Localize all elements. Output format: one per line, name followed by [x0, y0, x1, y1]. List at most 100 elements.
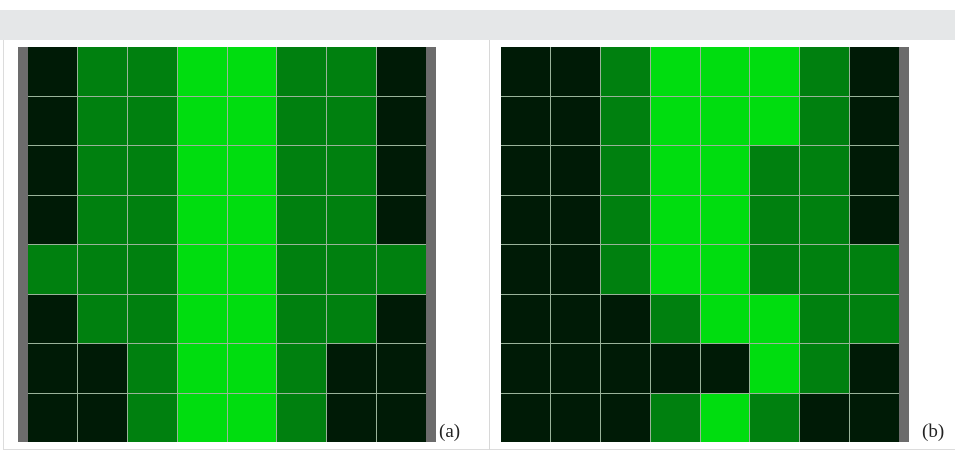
panel-b-cell-r6-c8 [850, 294, 899, 343]
panel-a-cell-r7-c6 [277, 344, 327, 393]
panel-b-cell-r1-c5 [700, 47, 750, 96]
panel-b-cell-r4-c8 [850, 195, 899, 244]
panel-a-cell-r4-c7 [327, 195, 377, 244]
panel-b-cell-r4-c4 [650, 195, 700, 244]
panel-a-cell-r4-c1 [28, 195, 77, 244]
panel-b-cell-r2-c6 [750, 96, 800, 145]
panel-a [18, 47, 439, 442]
panel-b-cell-r6-c7 [800, 294, 850, 343]
panel-b-cell-r2-c1 [501, 96, 550, 145]
panel-a-cell-r4-c3 [127, 195, 177, 244]
panel-b-cell-r1-c3 [600, 47, 650, 96]
panel-b-cell-r3-c5 [700, 146, 750, 195]
panel-a-grid [28, 47, 426, 442]
panel-b-cell-r7-c5 [700, 344, 750, 393]
panel-a-cell-r6-c6 [277, 294, 327, 343]
panel-a-cell-r7-c3 [127, 344, 177, 393]
panel-a-cell-r4-c6 [277, 195, 327, 244]
panel-b-cell-r8-c2 [550, 393, 600, 442]
panel-b-cell-r7-c7 [800, 344, 850, 393]
panel-b-cell-r4-c2 [550, 195, 600, 244]
panel-b-cell-r5-c5 [700, 245, 750, 294]
panel-b-cell-r6-c5 [700, 294, 750, 343]
panel-b-cell-r6-c4 [650, 294, 700, 343]
panel-a-cell-r7-c2 [77, 344, 127, 393]
panel-a-cell-r8-c2 [77, 393, 127, 442]
panel-a-cell-r4-c4 [177, 195, 227, 244]
panel-a-cell-r4-c8 [377, 195, 426, 244]
panel-a-cell-r3-c7 [327, 146, 377, 195]
panel-a-cell-r5-c4 [177, 245, 227, 294]
panel-b-cell-r8-c8 [850, 393, 899, 442]
panel-b-cell-r2-c5 [700, 96, 750, 145]
panel-b-cell-r2-c8 [850, 96, 899, 145]
panel-a-cell-r2-c5 [227, 96, 277, 145]
panel-a-cell-r5-c6 [277, 245, 327, 294]
panel-a-cell-r6-c7 [327, 294, 377, 343]
panel-a-cell-r7-c8 [377, 344, 426, 393]
panel-a-cell-r3-c8 [377, 146, 426, 195]
panel-b-cell-r4-c3 [600, 195, 650, 244]
panel-b-cell-r7-c6 [750, 344, 800, 393]
panel-b-cell-r5-c7 [800, 245, 850, 294]
panel-b-cell-r1-c4 [650, 47, 700, 96]
panel-b-cell-r4-c6 [750, 195, 800, 244]
panel-a-cell-r1-c8 [377, 47, 426, 96]
panel-a-cell-r6-c2 [77, 294, 127, 343]
panel-a-cell-r8-c8 [377, 393, 426, 442]
panel-b-cell-r2-c4 [650, 96, 700, 145]
panel-a-cell-r4-c2 [77, 195, 127, 244]
panel-a-cell-r8-c3 [127, 393, 177, 442]
panel-a-right-bar [426, 47, 436, 442]
panel-b-cell-r3-c6 [750, 146, 800, 195]
panel-a-cell-r5-c3 [127, 245, 177, 294]
panel-b-cell-r7-c1 [501, 344, 550, 393]
panel-a-cell-r3-c6 [277, 146, 327, 195]
panel-a-cell-r5-c1 [28, 245, 77, 294]
panel-b-cell-r1-c8 [850, 47, 899, 96]
panel-a-cell-r6-c8 [377, 294, 426, 343]
panel-b-cell-r2-c2 [550, 96, 600, 145]
figure-frame [3, 40, 955, 450]
panel-b-cell-r3-c7 [800, 146, 850, 195]
panel-a-cell-r2-c4 [177, 96, 227, 145]
panel-b-cell-r7-c8 [850, 344, 899, 393]
panel-b-cell-r3-c8 [850, 146, 899, 195]
panel-a-cell-r3-c4 [177, 146, 227, 195]
panel-a-cell-r2-c7 [327, 96, 377, 145]
panel-a-cell-r3-c3 [127, 146, 177, 195]
panel-b-cell-r5-c1 [501, 245, 550, 294]
column-divider [489, 40, 490, 450]
panel-a-cell-r2-c2 [77, 96, 127, 145]
panel-a-cell-r1-c7 [327, 47, 377, 96]
panel-b-cell-r4-c7 [800, 195, 850, 244]
panel-a-cell-r1-c1 [28, 47, 77, 96]
panel-a-cell-r8-c4 [177, 393, 227, 442]
panel-a-cell-r8-c1 [28, 393, 77, 442]
panel-b-cell-r1-c2 [550, 47, 600, 96]
panel-b-cell-r8-c1 [501, 393, 550, 442]
panel-a-cell-r8-c6 [277, 393, 327, 442]
panel-a-cell-r1-c5 [227, 47, 277, 96]
panel-a-cell-r1-c6 [277, 47, 327, 96]
panel-a-cell-r6-c3 [127, 294, 177, 343]
panel-b-cell-r5-c2 [550, 245, 600, 294]
panel-b-cell-r1-c7 [800, 47, 850, 96]
panel-a-cell-r5-c7 [327, 245, 377, 294]
panel-b-cell-r3-c1 [501, 146, 550, 195]
panel-b-cell-r5-c3 [600, 245, 650, 294]
panel-b-cell-r6-c2 [550, 294, 600, 343]
panel-a-cell-r8-c5 [227, 393, 277, 442]
panel-b-cell-r8-c5 [700, 393, 750, 442]
top-band [0, 10, 955, 40]
panel-a-label: (a) [439, 421, 461, 442]
panel-b-cell-r2-c7 [800, 96, 850, 145]
panel-a-cell-r7-c1 [28, 344, 77, 393]
panel-a-cell-r1-c4 [177, 47, 227, 96]
panel-b-cell-r3-c4 [650, 146, 700, 195]
panel-a-cell-r7-c5 [227, 344, 277, 393]
panel-a-left-bar [18, 47, 28, 442]
panel-a-cell-r6-c5 [227, 294, 277, 343]
panel-b [501, 47, 922, 442]
panel-a-cell-r2-c3 [127, 96, 177, 145]
